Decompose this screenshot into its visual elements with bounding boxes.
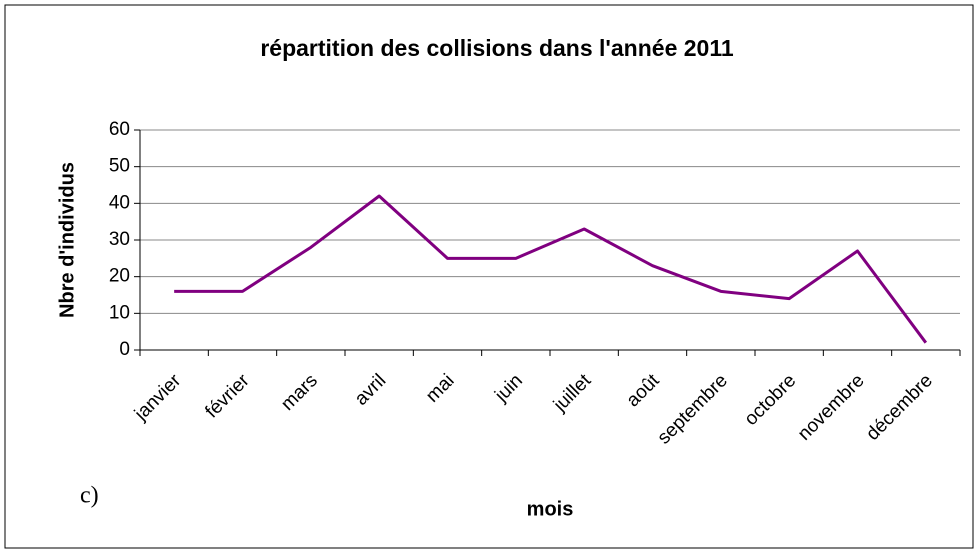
y-tick-label: 10 [109, 302, 130, 323]
x-axis-title: mois [527, 498, 574, 520]
y-tick-label: 0 [119, 339, 130, 360]
annotation: c) [80, 483, 99, 509]
y-tick-label: 50 [109, 156, 130, 177]
y-tick-label: 60 [109, 119, 130, 140]
y-tick-label: 20 [109, 266, 130, 287]
y-axis-title: Nbre d'individus [56, 162, 78, 318]
data-line [174, 194, 928, 344]
y-tick-label: 30 [109, 229, 130, 250]
chart-title: répartition des collisions dans l'année … [260, 35, 734, 61]
y-tick-label: 40 [109, 192, 130, 213]
